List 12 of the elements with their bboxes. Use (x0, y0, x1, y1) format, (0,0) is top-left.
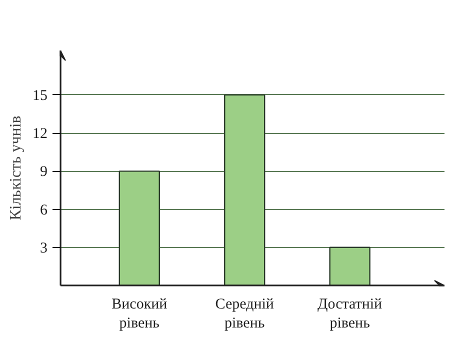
y-tick-label: 15 (32, 88, 48, 104)
x-tick-label: Середній рівень (215, 296, 274, 332)
y-tick-label: 12 (32, 126, 48, 142)
bar (329, 246, 370, 286)
bar (118, 170, 160, 286)
y-tick-label: 6 (40, 202, 48, 218)
x-tick-label: Достатній рівень (318, 296, 382, 332)
y-tick-label: 9 (40, 164, 48, 180)
y-tick-label: 3 (40, 240, 48, 256)
bar (224, 94, 266, 286)
x-tick-label: Високий рівень (112, 296, 168, 332)
y-axis-title: Кількість учнів (8, 115, 24, 220)
